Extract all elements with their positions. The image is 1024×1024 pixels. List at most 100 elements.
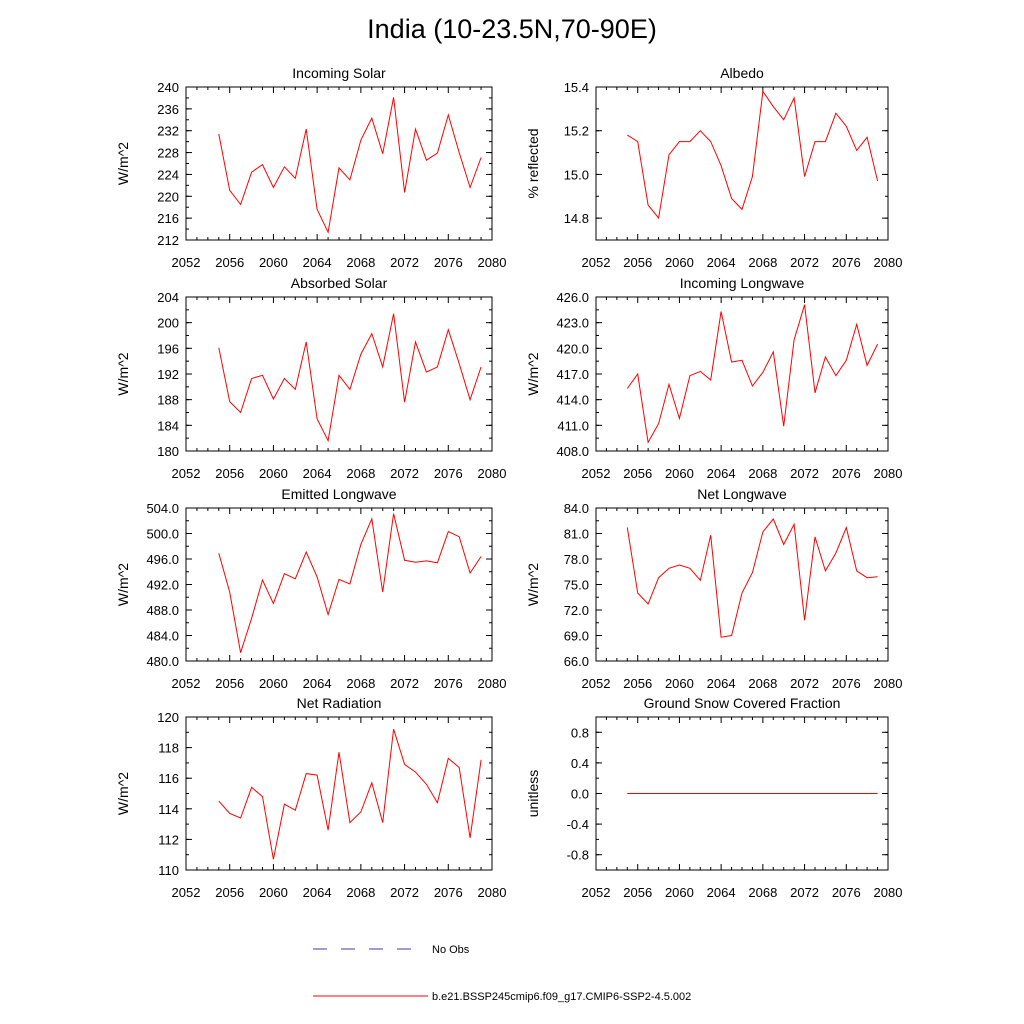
panel-7-xtick-label: 2064 (303, 885, 332, 900)
panel-7-xtick-label: 2076 (434, 885, 463, 900)
panel-4-xtick-label: 2056 (623, 466, 652, 481)
panel-1-ytick-label: 220 (157, 189, 179, 204)
panel-8-ytick-label: 0.0 (571, 787, 589, 802)
panel-1-ytick-label: 232 (157, 124, 179, 139)
panel-3-xtick-label: 2080 (478, 466, 507, 481)
panel-1-ytick-label: 216 (157, 211, 179, 226)
panel-5-xtick-label: 2056 (215, 676, 244, 691)
panel-4-xtick-label: 2052 (582, 466, 611, 481)
panel-3-xtick-label: 2060 (259, 466, 288, 481)
panel-2-title: Albedo (720, 65, 764, 81)
panel-4-ytick-label: 414.0 (556, 393, 589, 408)
panel-1-xtick-label: 2076 (434, 255, 463, 270)
panel-2-ytick-label: 15.2 (564, 124, 589, 139)
legend-label-model: b.e21.BSSP245cmip6.f09_g17.CMIP6-SSP2-4.… (432, 991, 691, 1003)
panel-4-xtick-label: 2064 (707, 466, 736, 481)
panel-2-xtick-label: 2072 (790, 255, 819, 270)
panel-2-ylabel: % reflected (525, 128, 541, 198)
panel-1-plot-frame (185, 86, 493, 241)
panel-3-ytick-label: 192 (157, 367, 179, 382)
panel-7-xtick-label: 2056 (215, 885, 244, 900)
panel-4-ytick-label: 423.0 (556, 316, 589, 331)
panel-5-xtick-label: 2080 (478, 676, 507, 691)
panel-3-ytick-label: 204 (157, 290, 179, 305)
panel-4-ytick-label: 426.0 (556, 290, 589, 305)
panel-2-plot-frame (595, 86, 889, 241)
panel-2-ytick-label: 14.8 (564, 211, 589, 226)
panel-6-ytick-label: 84.0 (564, 501, 589, 516)
panel-5-xtick-label: 2068 (346, 676, 375, 691)
panel-3-xtick-label: 2064 (303, 466, 332, 481)
panel-4-ytick-label: 408.0 (556, 444, 589, 459)
panel-7-ytick-label: 120 (157, 710, 179, 725)
panel-3-xtick-label: 2052 (172, 466, 201, 481)
panel-8-xtick-label: 2064 (707, 885, 736, 900)
panel-4-title: Incoming Longwave (680, 275, 805, 291)
panel-3-xtick-label: 2076 (434, 466, 463, 481)
panel-6-ytick-label: 81.0 (564, 527, 589, 542)
panel-6-ytick-label: 69.0 (564, 629, 589, 644)
panel-6-ytick-label: 75.0 (564, 578, 589, 593)
panel-5-xtick-label: 2064 (303, 676, 332, 691)
panel-4-ytick-label: 411.0 (557, 418, 589, 433)
panel-3-title: Absorbed Solar (291, 275, 388, 291)
panel-1-series-line (218, 97, 482, 234)
panel-8-xtick-label: 2056 (623, 885, 652, 900)
panel-3-ytick-label: 180 (157, 444, 179, 459)
panel-8-ytick-label: -0.8 (567, 848, 589, 863)
panel-5-xtick-label: 2076 (434, 676, 463, 691)
panel-4-series-line (626, 304, 879, 444)
panel-1-xtick-label: 2064 (303, 255, 332, 270)
panel-5-series-line (218, 513, 482, 653)
panel-1-ytick-label: 224 (157, 167, 179, 182)
panel-6-xtick-label: 2076 (832, 676, 861, 691)
panel-6-xtick-label: 2080 (874, 676, 903, 691)
panel-3-xtick-label: 2056 (215, 466, 244, 481)
panel-6-xtick-label: 2064 (707, 676, 736, 691)
panel-8-ytick-label: 0.8 (571, 725, 589, 740)
panel-7-plot-frame (185, 716, 493, 871)
panel-8-xtick-label: 2052 (582, 885, 611, 900)
panel-6-xtick-label: 2060 (665, 676, 694, 691)
panel-8-ytick-label: -0.4 (567, 817, 589, 832)
panel-6-ytick-label: 66.0 (564, 654, 589, 669)
panel-7-title: Net Radiation (297, 695, 382, 711)
panel-7-xtick-label: 2072 (390, 885, 419, 900)
panel-1-ytick-label: 212 (157, 233, 179, 248)
panel-3-xtick-label: 2072 (390, 466, 419, 481)
panel-6-ytick-label: 78.0 (564, 552, 589, 567)
panel-5-ytick-label: 484.0 (146, 629, 179, 644)
panel-1-ytick-label: 240 (157, 80, 179, 95)
panel-2-ytick-label: 15.0 (564, 167, 589, 182)
panel-4-plot-frame (595, 296, 889, 452)
panel-8-ylabel: unitless (525, 770, 541, 817)
panel-7-xtick-label: 2060 (259, 885, 288, 900)
panel-6-xtick-label: 2052 (582, 676, 611, 691)
panel-3-ytick-label: 196 (157, 341, 179, 356)
panel-4-xtick-label: 2068 (748, 466, 777, 481)
panel-3-series-line (218, 313, 482, 443)
panel-2-series-line (627, 90, 879, 220)
page-title: India (10-23.5N,70-90E) (367, 14, 657, 44)
panel-7-ytick-label: 118 (158, 741, 179, 756)
panel-2-xtick-label: 2080 (874, 255, 903, 270)
panel-8-xtick-label: 2068 (748, 885, 777, 900)
panel-8-xtick-label: 2060 (665, 885, 694, 900)
panel-4-ytick-label: 417.0 (556, 367, 589, 382)
panel-2-xtick-label: 2068 (748, 255, 777, 270)
panel-2-xtick-label: 2056 (623, 255, 652, 270)
panel-4-xtick-label: 2072 (790, 466, 819, 481)
panel-7-ytick-label: 116 (158, 771, 179, 786)
panel-1-xtick-label: 2060 (259, 255, 288, 270)
panel-5-ytick-label: 492.0 (146, 578, 179, 593)
panel-5-ytick-label: 500.0 (146, 527, 179, 542)
panel-2-xtick-label: 2064 (707, 255, 736, 270)
panel-5-xtick-label: 2052 (172, 676, 201, 691)
panel-8-xtick-label: 2076 (832, 885, 861, 900)
panel-5-ytick-label: 488.0 (146, 603, 179, 618)
panel-7-xtick-label: 2080 (478, 885, 507, 900)
panel-7-ytick-label: 110 (158, 863, 179, 878)
panel-8-title: Ground Snow Covered Fraction (644, 695, 841, 711)
panel-3-xtick-label: 2068 (346, 466, 375, 481)
